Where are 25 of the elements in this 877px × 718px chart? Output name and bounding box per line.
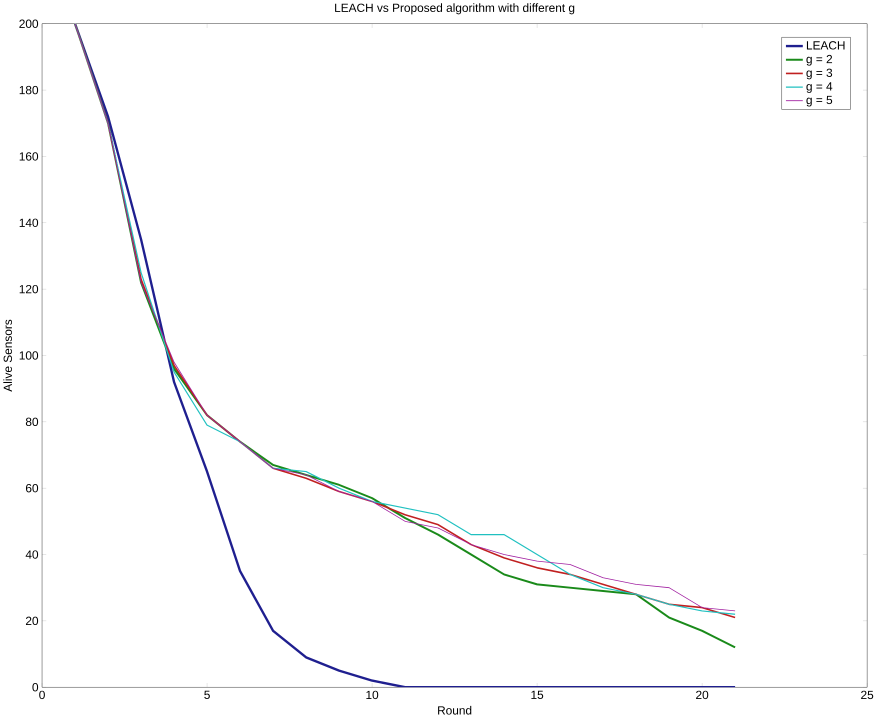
y-tick-label: 120 xyxy=(20,285,38,294)
x-tick-label: 20 xyxy=(696,690,708,700)
y-tick-label: 180 xyxy=(20,86,38,94)
y-tick-label: 0 xyxy=(32,683,38,692)
legend-label: g = 5 xyxy=(806,96,832,107)
x-tick-label: 25 xyxy=(861,690,874,700)
y-tick-label: 160 xyxy=(20,152,38,161)
y-tick-label: 100 xyxy=(20,351,38,360)
y-tick-label: 40 xyxy=(26,550,38,559)
y-tick-label: 200 xyxy=(19,20,38,28)
legend-label: g = 4 xyxy=(806,82,832,93)
x-tick-label: 15 xyxy=(531,690,544,700)
y-tick-label: 140 xyxy=(20,218,38,228)
legend-label: LEACH xyxy=(806,41,845,50)
y-axis-title: Alive Sensors xyxy=(3,320,12,392)
chart-title: LEACH vs Proposed algorithm with different g xyxy=(335,3,574,14)
y-tick-label: 80 xyxy=(26,418,38,426)
legend-label: g = 2 xyxy=(806,54,832,66)
legend-label: g = 3 xyxy=(806,68,832,80)
y-tick-label: 20 xyxy=(26,616,38,626)
y-tick-label: 60 xyxy=(26,484,38,492)
x-tick-label: 5 xyxy=(204,690,210,700)
x-axis-title: Round xyxy=(438,706,472,715)
x-tick-label: 10 xyxy=(366,690,378,700)
x-tick-label: 0 xyxy=(39,690,45,700)
